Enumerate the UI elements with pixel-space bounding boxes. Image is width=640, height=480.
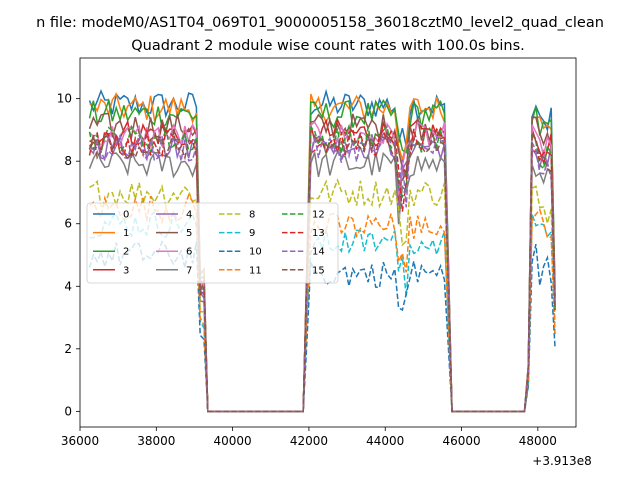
y-tick-label: 10 [57, 92, 72, 106]
legend-box [86, 202, 339, 284]
legend-label-15: 15 [312, 265, 325, 276]
legend-label-11: 11 [249, 265, 262, 276]
y-axis: 0 2 4 6 8 10 [57, 92, 80, 418]
legend-label-4: 4 [186, 210, 192, 221]
y-tick-label: 8 [64, 154, 72, 168]
x-tick-label: 48000 [519, 434, 557, 448]
series-line-13 [88, 127, 556, 413]
legend-label-13: 13 [312, 228, 325, 239]
x-tick-label: 44000 [366, 434, 404, 448]
series-line-14 [88, 133, 556, 413]
legend-label-12: 12 [312, 210, 325, 221]
legend-label-1: 1 [123, 228, 129, 239]
y-tick-label: 2 [64, 342, 72, 356]
legend-label-6: 6 [186, 247, 192, 258]
legend-label-5: 5 [186, 228, 192, 239]
y-tick-label: 4 [64, 279, 72, 293]
legend-label-14: 14 [312, 247, 325, 258]
chart-suptitle: n file: modeM0/AS1T04_069T01_9000005158_… [36, 15, 604, 31]
legend-label-9: 9 [249, 228, 255, 239]
y-tick-label: 0 [64, 404, 72, 418]
x-tick-label: 40000 [214, 434, 252, 448]
chart-title: Quadrant 2 module wise count rates with … [131, 38, 525, 54]
x-axis: 36000 38000 40000 42000 44000 46000 48000 [61, 427, 557, 448]
x-tick-label: 36000 [61, 434, 99, 448]
legend-label-10: 10 [249, 247, 262, 258]
x-offset-label: +3.913e8 [532, 454, 591, 468]
series-line-15 [88, 129, 556, 413]
legend-label-7: 7 [186, 265, 192, 276]
plot-area-frame [79, 57, 577, 428]
legend-label-8: 8 [249, 210, 255, 221]
x-tick-label: 38000 [137, 434, 175, 448]
legend-label-0: 0 [123, 210, 129, 221]
x-tick-label: 46000 [442, 434, 480, 448]
legend-label-3: 3 [123, 265, 129, 276]
x-tick-label: 42000 [290, 434, 328, 448]
legend-label-2: 2 [123, 247, 129, 258]
y-tick-label: 6 [64, 217, 72, 231]
